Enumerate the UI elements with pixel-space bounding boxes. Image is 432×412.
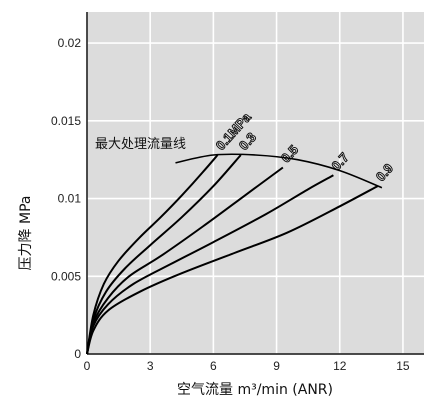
x-tick-label: 6 [210, 359, 217, 373]
x-tick-label: 0 [84, 359, 91, 373]
x-axis-label: 空气流量 m³/min (ANR) [177, 382, 333, 398]
y-tick-label: 0.015 [51, 114, 81, 128]
y-tick-label: 0.01 [58, 192, 82, 206]
y-tick-label: 0.02 [58, 36, 82, 50]
y-axis-label: 压力降 MPa [18, 196, 34, 271]
x-tick-labels: 0 3 6 9 12 15 [84, 359, 410, 373]
x-tick-label: 12 [333, 359, 347, 373]
series-line [86, 185, 379, 355]
x-tick-label: 3 [147, 359, 154, 373]
y-tick-label: 0 [74, 347, 81, 361]
x-tick-label: 9 [273, 359, 280, 373]
series-line [86, 174, 334, 355]
series-line [86, 154, 219, 355]
series-line [86, 154, 242, 355]
max-flow-line [175, 153, 383, 189]
annotation: 最大处理流量线 [95, 137, 383, 189]
plot-background [87, 12, 424, 354]
y-tick-label: 0.005 [51, 269, 81, 283]
plot-frame [86, 12, 424, 355]
series-line [86, 166, 284, 355]
x-tick-label: 15 [396, 359, 410, 373]
max-flow-label: 最大处理流量线 [95, 137, 186, 152]
y-tick-labels: 0 0.005 0.01 0.015 0.02 [51, 36, 81, 361]
